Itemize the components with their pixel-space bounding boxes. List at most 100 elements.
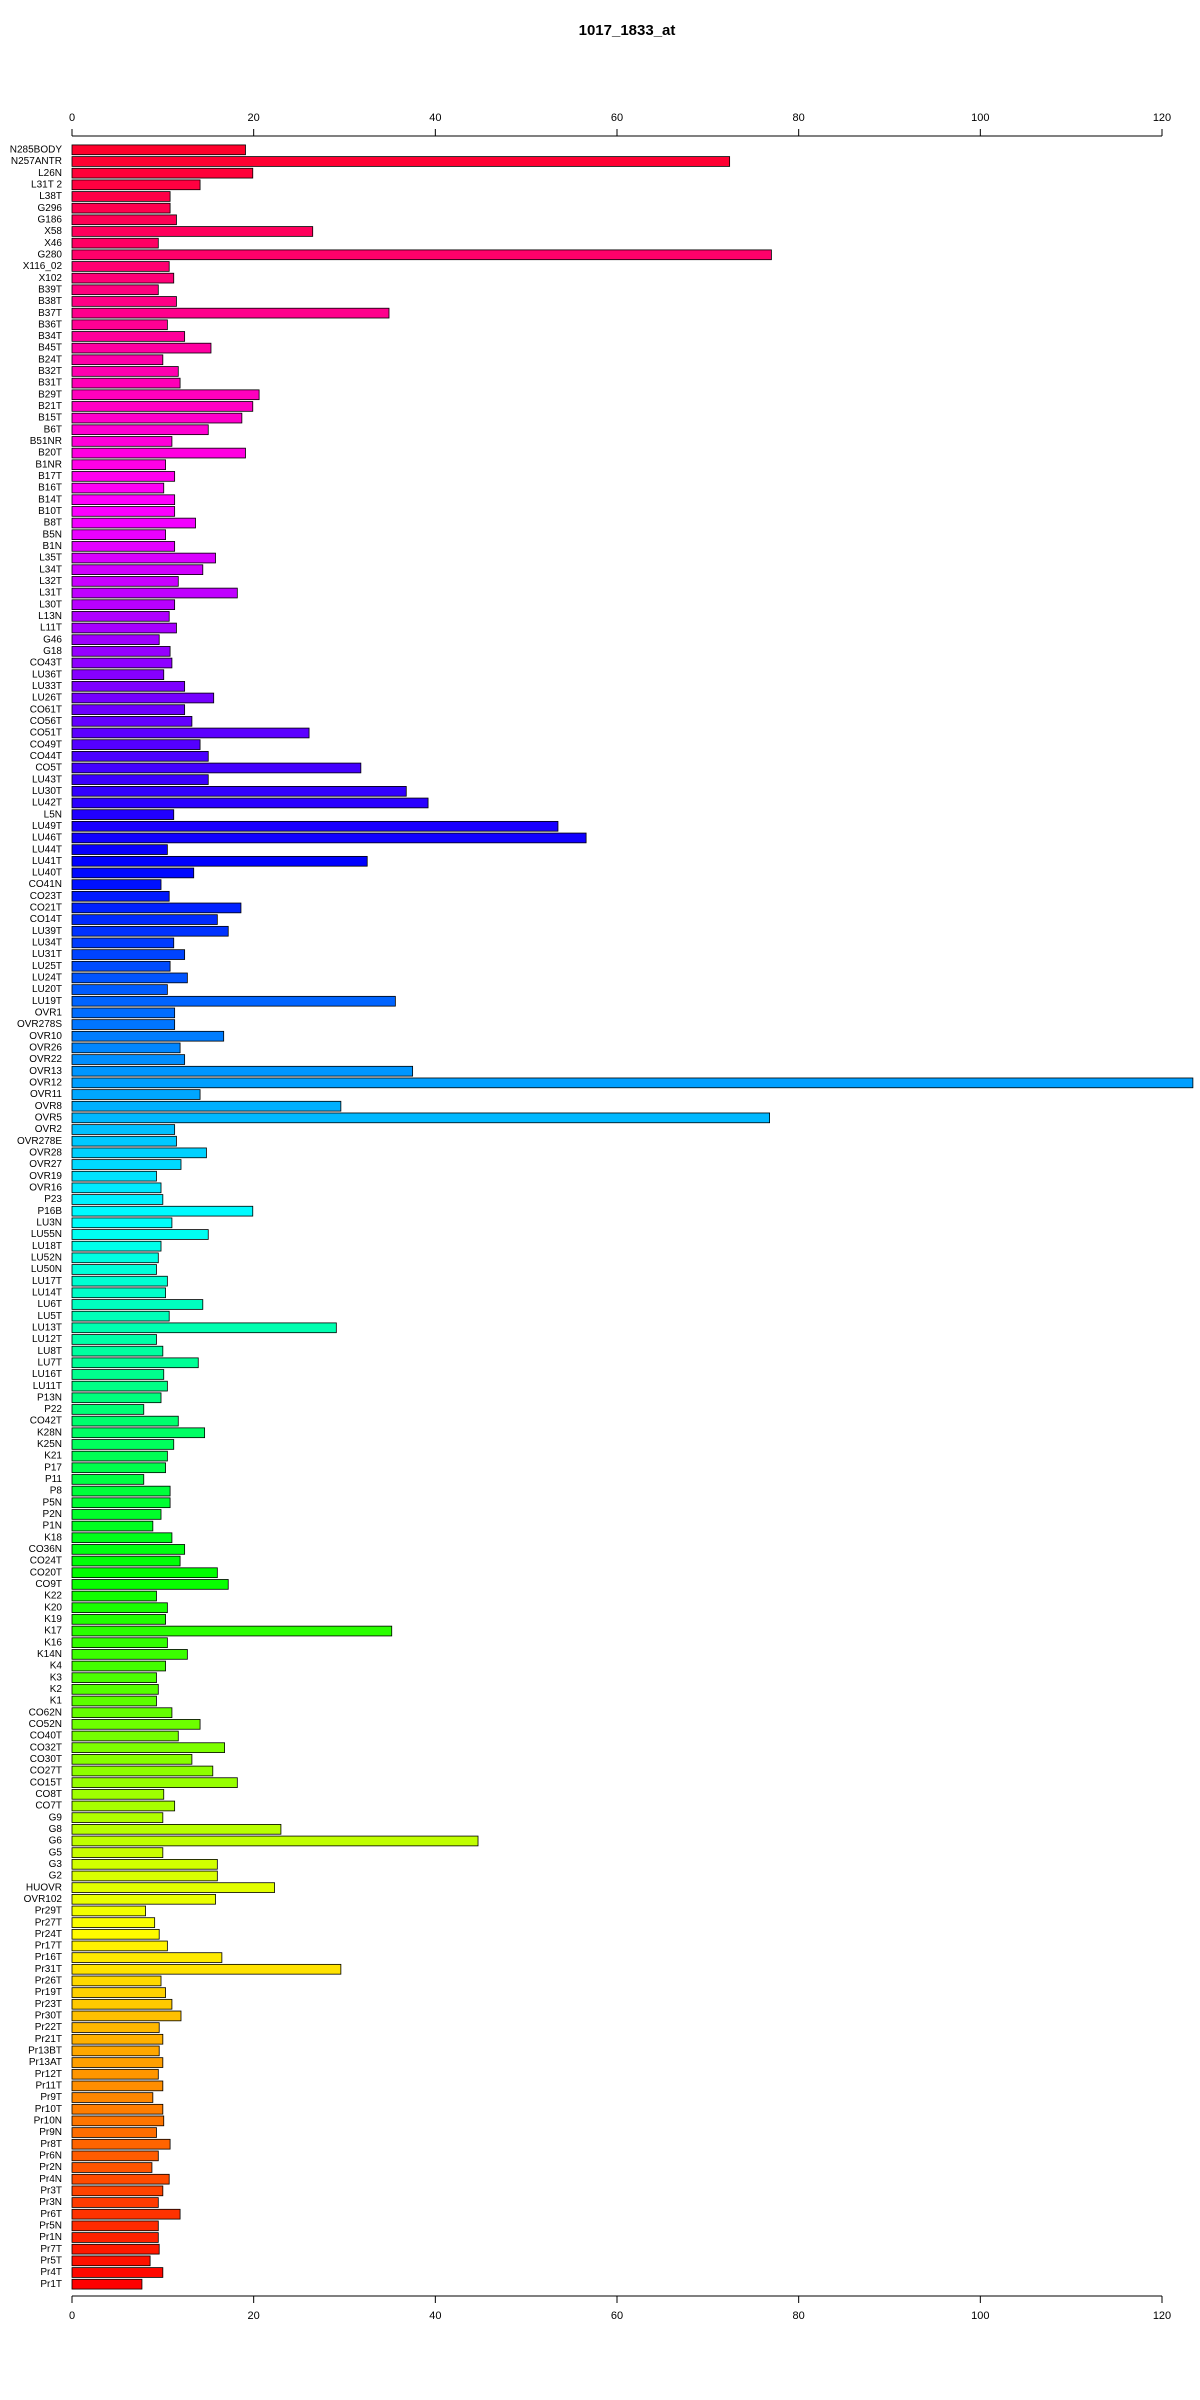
y-tick-label: Pr16T	[35, 1952, 62, 1963]
bar	[71, 412, 243, 424]
y-tick-label: Pr30T	[35, 2011, 62, 2022]
bar	[71, 424, 209, 436]
y-tick-label: X58	[44, 226, 62, 237]
y-tick-label: CO21T	[30, 903, 62, 914]
y-tick-label: L34T	[39, 564, 62, 575]
bar	[71, 436, 173, 447]
bar	[71, 2197, 159, 2208]
y-tick-label: LU11T	[33, 1381, 62, 1392]
y-tick-label: LU19T	[32, 996, 62, 1007]
bar	[71, 2232, 159, 2243]
x-tick-label: 0	[69, 112, 75, 124]
y-tick-label: P11	[45, 1474, 62, 1485]
y-tick-label: LU33T	[32, 681, 62, 692]
bar	[71, 1439, 175, 1450]
bar	[71, 1217, 173, 1229]
y-tick-label: K20	[44, 1602, 62, 1613]
y-tick-label: LU34T	[32, 938, 62, 949]
bar	[71, 214, 177, 226]
y-tick-label: LU41T	[32, 856, 62, 867]
bar	[71, 2185, 164, 2197]
y-tick-label: CO8T	[35, 1789, 62, 1800]
bar	[71, 1847, 164, 1858]
y-tick-label: P23	[44, 1194, 62, 1205]
y-tick-label: B24T	[38, 354, 62, 365]
y-tick-label: OVR13	[29, 1066, 62, 1077]
y-tick-label: CO27T	[30, 1766, 62, 1777]
y-tick-label: OVR5	[35, 1113, 63, 1124]
x-tick-label: 100	[971, 112, 989, 124]
bar	[71, 739, 201, 750]
bar	[71, 995, 396, 1007]
bar	[71, 319, 168, 331]
y-tick-label: K2	[50, 1684, 63, 1695]
y-tick-label: G8	[49, 1824, 63, 1835]
y-tick-label: Pr29T	[35, 1906, 62, 1917]
y-tick-label: CO30T	[30, 1754, 62, 1765]
bar	[71, 1404, 145, 1415]
y-tick-label: HUOVR	[26, 1882, 62, 1893]
bar	[71, 1730, 179, 1742]
bar	[71, 471, 176, 482]
bar	[71, 1194, 164, 1205]
bar	[71, 2010, 182, 2022]
y-tick-label: Pr8T	[40, 2139, 62, 2150]
y-tick-label: Pr1N	[39, 2232, 62, 2243]
y-tick-label: LU30T	[32, 786, 62, 797]
bar	[71, 1124, 176, 1135]
y-tick-label: K28N	[37, 1427, 62, 1438]
y-tick-label: Pr3N	[39, 2197, 62, 2208]
y-tick-label: K4	[50, 1661, 63, 1672]
bar	[71, 1998, 173, 2010]
bar	[71, 2068, 159, 2080]
bar	[71, 786, 407, 797]
x-tick-label: 60	[611, 2310, 623, 2322]
bar	[71, 447, 246, 459]
bar	[71, 1135, 177, 1147]
bar	[71, 1695, 157, 1707]
y-tick-label: Pr6N	[39, 2151, 62, 2162]
bar	[71, 331, 186, 342]
bar	[71, 1369, 165, 1380]
bar	[71, 1975, 162, 1987]
bar	[71, 564, 204, 575]
x-tick-label: 40	[429, 2310, 441, 2322]
y-tick-label: L11T	[40, 623, 62, 634]
y-tick-label: OVR278E	[17, 1136, 62, 1147]
bar	[71, 984, 168, 995]
bar	[71, 1590, 157, 1602]
y-tick-label: Pr6T	[40, 2209, 62, 2220]
bar	[71, 1042, 181, 1054]
bar	[71, 809, 175, 820]
y-tick-label: G5	[49, 1847, 63, 1858]
bar	[71, 366, 179, 377]
bar	[71, 1322, 337, 1334]
bar	[71, 1427, 206, 1439]
bar	[71, 1824, 282, 1835]
y-tick-label: Pr3T	[40, 2186, 62, 2197]
y-tick-label: CO56T	[30, 716, 62, 727]
y-tick-label: B1N	[43, 541, 62, 552]
y-tick-label: OVR278S	[17, 1019, 62, 1030]
y-tick-label: B34T	[38, 331, 62, 342]
bar	[71, 249, 772, 261]
y-tick-label: CO5T	[35, 763, 62, 774]
bar	[71, 716, 193, 727]
bar	[71, 1940, 168, 1952]
bar	[71, 1497, 171, 1509]
bar	[71, 1765, 214, 1777]
x-tick-label: 40	[429, 112, 441, 124]
bar	[71, 1684, 159, 1695]
y-tick-label: CO49T	[30, 739, 62, 750]
y-tick-label: Pr9N	[39, 2127, 62, 2138]
y-tick-label: OVR8	[35, 1101, 63, 1112]
y-tick-label: X46	[44, 238, 62, 249]
bar	[71, 611, 170, 622]
y-tick-label: LU3N	[36, 1217, 62, 1228]
x-tick-label: 20	[248, 112, 260, 124]
bar	[71, 681, 186, 692]
bar	[71, 879, 162, 890]
bar	[71, 1287, 166, 1299]
y-tick-label: L38T	[39, 191, 62, 202]
